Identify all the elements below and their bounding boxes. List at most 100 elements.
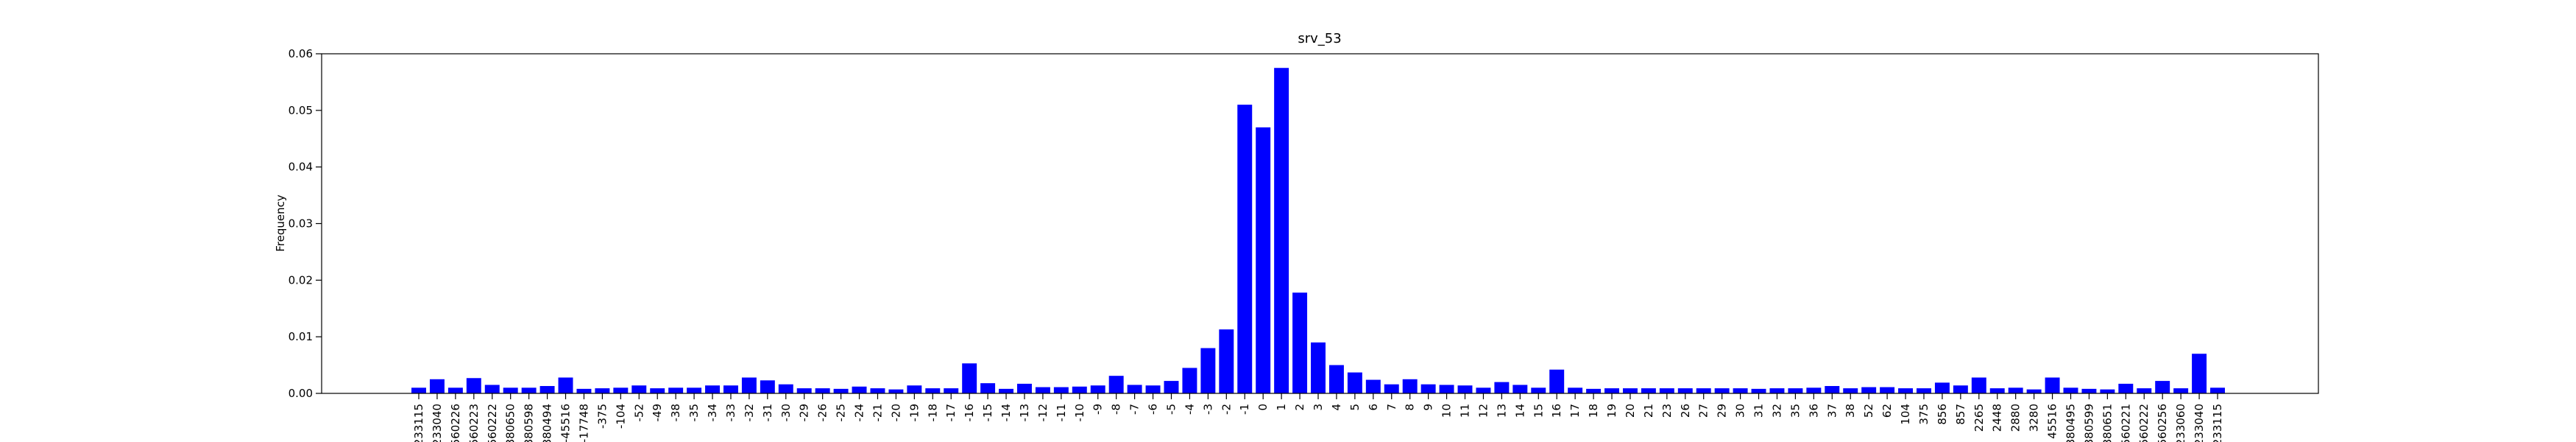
x-tick-label: -38 [669, 404, 682, 422]
x-tick-label: 233115 [2211, 404, 2224, 442]
bar [1733, 388, 1748, 393]
bar [1788, 388, 1803, 393]
bar [1549, 369, 1565, 393]
bar [1622, 388, 1638, 393]
x-tick-label: 52 [1862, 404, 1875, 418]
x-tick-label: 14 [1513, 404, 1526, 418]
bar [833, 388, 849, 393]
bar [1219, 329, 1234, 393]
y-tick-label: 0.06 [289, 47, 313, 60]
x-tick-label: -3 [1201, 404, 1214, 415]
bar [1989, 388, 2005, 393]
bar [631, 385, 647, 393]
x-tick-label: -9 [1091, 404, 1105, 415]
x-tick-label: -17748 [577, 404, 590, 442]
x-tick-label: 12 [1476, 404, 1490, 418]
bar [2063, 387, 2078, 393]
bar [1053, 387, 1069, 393]
bar [1017, 383, 1032, 393]
bar [796, 388, 812, 393]
y-tick-label: 0.03 [289, 217, 313, 231]
bar [1108, 376, 1124, 393]
bar [1439, 385, 1454, 393]
x-tick-label: 560256 [2156, 404, 2169, 442]
x-tick-label: -34 [706, 404, 719, 422]
bar [1769, 388, 1785, 393]
x-tick-label: 375 [1917, 404, 1931, 425]
y-tick-label: 0.04 [289, 161, 313, 174]
x-tick-label: 30 [1734, 404, 1747, 418]
x-tick-label: -45516 [559, 404, 573, 442]
bar [1586, 388, 1602, 393]
bar [1531, 387, 1546, 393]
bar [1347, 372, 1362, 393]
bar [484, 385, 500, 393]
bar [1604, 388, 1619, 393]
x-tick-label: 3280 [2028, 404, 2041, 432]
bar [2155, 381, 2170, 393]
bar [999, 388, 1014, 393]
bar [687, 387, 702, 393]
bar [503, 387, 518, 393]
bar [1127, 385, 1142, 393]
x-tick-label: 2265 [1972, 404, 1986, 432]
bar [576, 388, 592, 393]
x-tick-label: -15 [981, 404, 994, 422]
x-tick-label: -375 [595, 404, 609, 429]
bar [852, 386, 867, 393]
x-tick-label: 2 [1293, 404, 1306, 411]
bar [925, 388, 941, 393]
bar [815, 388, 830, 393]
bar [1806, 387, 1822, 393]
bar [521, 387, 537, 393]
bar [1200, 348, 1216, 393]
x-tick-label: -560223 [467, 404, 481, 442]
x-tick-label: 38 [1844, 404, 1857, 418]
x-tick-label: 21 [1642, 404, 1655, 418]
x-tick-label: 2880 [2009, 404, 2023, 432]
x-tick-label: -35 [687, 404, 701, 422]
x-tick-label: -32 [743, 404, 756, 422]
x-tick-label: 380651 [2101, 404, 2114, 442]
x-tick-label: 856 [1936, 404, 1949, 425]
x-tick-label: 233040 [2193, 404, 2206, 442]
x-tick-label: 1 [1275, 404, 1288, 411]
bar [1696, 388, 1711, 393]
x-tick-label: 2448 [1991, 404, 2004, 432]
bar [1311, 342, 1326, 393]
bar [705, 385, 720, 393]
y-tick-label: 0.00 [289, 387, 313, 400]
x-tick-label: 31 [1752, 404, 1766, 418]
bar [1971, 377, 1986, 393]
x-tick-label: 11 [1459, 404, 1472, 418]
bar [1917, 388, 1931, 393]
x-tick-label: -560226 [449, 404, 462, 442]
bar [558, 377, 573, 393]
x-tick-label: 16 [1550, 404, 1563, 418]
y-tick-label: 0.02 [289, 273, 313, 287]
x-tick-label: 36 [1807, 404, 1820, 418]
bar [1861, 387, 1877, 393]
bar [1934, 382, 1950, 393]
x-tick-label: -8 [1110, 404, 1123, 415]
bar [2118, 383, 2134, 393]
x-tick-label: 3 [1312, 404, 1325, 411]
x-tick-label: 19 [1605, 404, 1618, 418]
bar [411, 387, 426, 393]
x-tick-label: 29 [1716, 404, 1729, 418]
x-tick-label: 7 [1385, 404, 1398, 411]
bar [1384, 384, 1399, 393]
x-tick-label: 17 [1568, 404, 1582, 418]
x-tick-label: -380494 [541, 404, 554, 442]
bar [1420, 384, 1436, 393]
x-tick-label: -30 [779, 404, 793, 422]
x-tick-label: 32 [1770, 404, 1783, 418]
x-tick-label: -7 [1128, 404, 1142, 415]
bar [1641, 388, 1656, 393]
chart-title: srv_53 [1298, 31, 1341, 46]
bar [1402, 379, 1418, 393]
bar [1751, 388, 1766, 393]
x-tick-label: -19 [907, 404, 921, 422]
x-tick-label: 560222 [2137, 404, 2151, 442]
